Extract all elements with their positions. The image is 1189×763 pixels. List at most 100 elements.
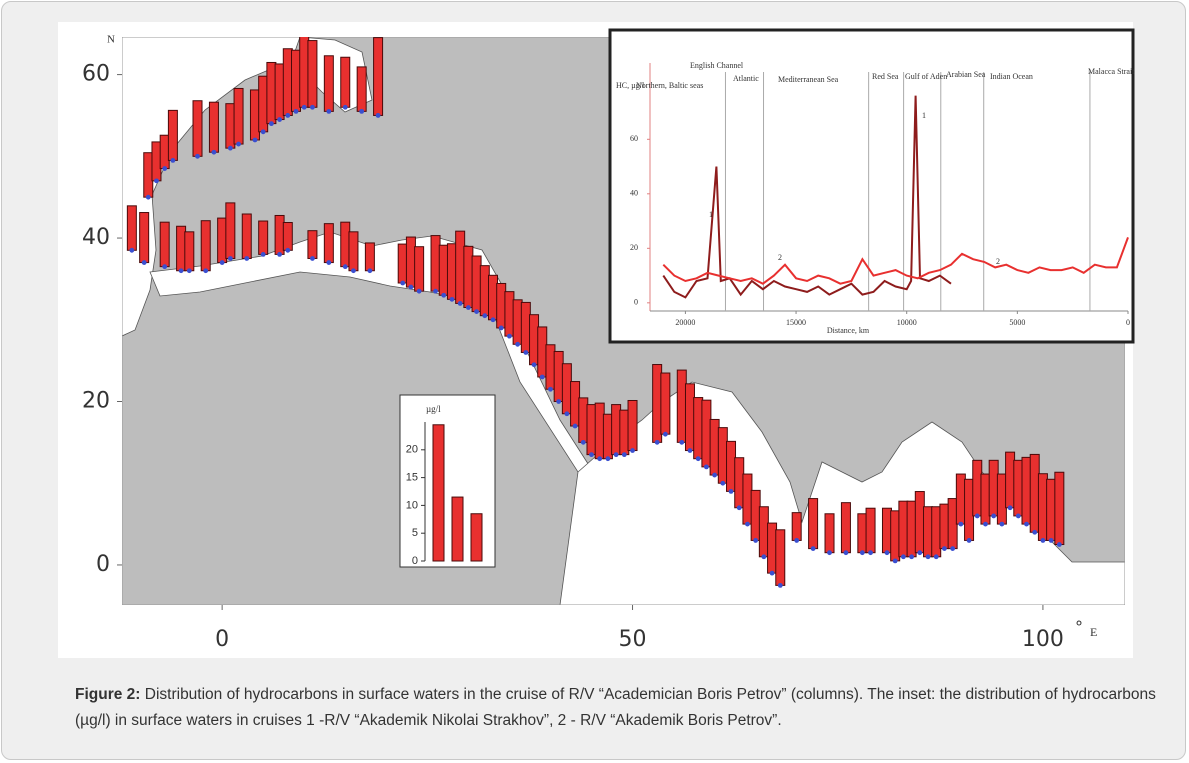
station-bar xyxy=(233,87,244,145)
station-dot xyxy=(679,439,685,445)
station-dot xyxy=(1056,542,1062,547)
station-bar xyxy=(1029,453,1040,533)
station-bar xyxy=(1021,456,1032,525)
caption: Figure 2: Distribution of hydrocarbons i… xyxy=(75,682,1170,734)
station-bar xyxy=(537,326,548,378)
station-dot xyxy=(342,104,348,110)
station-dot xyxy=(162,264,168,270)
station-dot xyxy=(966,538,972,543)
station-dot xyxy=(178,268,184,274)
y-tick-label: 20 xyxy=(82,389,110,414)
inset-x-tick-label: 20000 xyxy=(675,318,695,327)
station-dot xyxy=(523,350,529,355)
series-label: 2 xyxy=(996,257,1000,266)
inset: HC, µg/l Distance, km Northern, Baltic s… xyxy=(608,28,1135,344)
region-label: Red Sea xyxy=(872,72,899,81)
station-dot xyxy=(974,513,980,519)
inset-x-tick-label: 15000 xyxy=(786,318,806,327)
station-bar xyxy=(529,314,540,366)
station-bar xyxy=(890,510,901,562)
station-bar xyxy=(586,404,597,456)
inset-x-tick-label: 0 xyxy=(1126,318,1130,327)
station-dot xyxy=(605,456,611,462)
inset-y-tick-label: 40 xyxy=(630,189,638,198)
station-bar xyxy=(126,205,137,251)
station-bar xyxy=(709,418,720,476)
region-label: Arabian Sea xyxy=(946,70,986,79)
station-bar xyxy=(249,89,260,141)
station-bar xyxy=(980,473,991,525)
station-dot xyxy=(457,301,463,306)
y-tick-label: 40 xyxy=(82,225,110,250)
station-dot xyxy=(884,550,890,556)
station-dot xyxy=(277,117,282,122)
legend-tick-label: 0 xyxy=(412,555,418,567)
station-dot xyxy=(465,305,471,310)
station-dot xyxy=(260,129,266,135)
station-dot xyxy=(154,178,159,184)
station-dot xyxy=(129,247,135,253)
station-dot xyxy=(260,251,266,257)
station-bar xyxy=(307,40,318,108)
station-dot xyxy=(141,260,147,265)
station-bar xyxy=(660,372,671,435)
station-bar xyxy=(1046,478,1057,541)
station-dot xyxy=(991,513,997,519)
station-bar xyxy=(471,255,482,313)
station-bar xyxy=(693,397,704,460)
station-bar xyxy=(479,265,490,317)
station-dot xyxy=(400,280,406,286)
x-tick-label: 0 xyxy=(215,627,229,652)
station-bar xyxy=(955,473,966,525)
stations xyxy=(126,37,1065,588)
inset-y-tick-label: 60 xyxy=(630,134,638,143)
station-bar xyxy=(824,513,835,554)
station-dot xyxy=(843,550,849,556)
station-bar xyxy=(143,152,154,198)
station-dot xyxy=(695,456,701,462)
station-dot xyxy=(761,554,767,560)
legend: µg/l 0 5 10 15 20 xyxy=(399,394,496,568)
station-bar xyxy=(1005,451,1016,509)
legend-bar xyxy=(451,496,464,562)
station-dot xyxy=(917,550,923,556)
station-bar xyxy=(594,402,605,460)
x-tick-label: 50 xyxy=(619,627,647,652)
station-bar xyxy=(742,473,753,525)
station-bar xyxy=(684,383,695,452)
station-bar xyxy=(364,242,375,272)
station-bar xyxy=(348,231,359,272)
station-bar xyxy=(840,502,851,554)
caption-text: Distribution of hydrocarbons in surface … xyxy=(75,686,1156,729)
station-dot xyxy=(342,264,348,270)
station-dot xyxy=(375,113,381,118)
station-dot xyxy=(745,521,750,527)
station-bar xyxy=(323,55,334,112)
station-bar xyxy=(881,507,892,554)
station-dot xyxy=(203,268,209,274)
station-dot xyxy=(548,386,553,392)
station-bar xyxy=(487,274,498,321)
station-dot xyxy=(170,158,176,163)
station-bar xyxy=(545,344,556,390)
station-bar xyxy=(307,230,318,259)
station-dot xyxy=(933,554,939,560)
station-dot xyxy=(810,546,816,552)
station-dot xyxy=(999,521,1005,527)
station-bar xyxy=(553,350,564,403)
station-bar xyxy=(504,291,515,337)
station-dot xyxy=(326,108,332,114)
station-dot xyxy=(301,104,307,110)
station-dot xyxy=(630,448,635,453)
station-dot xyxy=(539,374,545,380)
station-dot xyxy=(703,464,709,470)
station-dot xyxy=(1048,538,1054,543)
caption-label: Figure 2: xyxy=(75,686,141,703)
region-label: Atlantic xyxy=(733,74,759,83)
legend-tick-label: 10 xyxy=(406,499,418,511)
station-dot xyxy=(777,582,783,588)
station-dot xyxy=(572,423,578,429)
station-bar xyxy=(438,244,449,296)
station-dot xyxy=(186,268,192,274)
station-bar xyxy=(282,48,293,116)
